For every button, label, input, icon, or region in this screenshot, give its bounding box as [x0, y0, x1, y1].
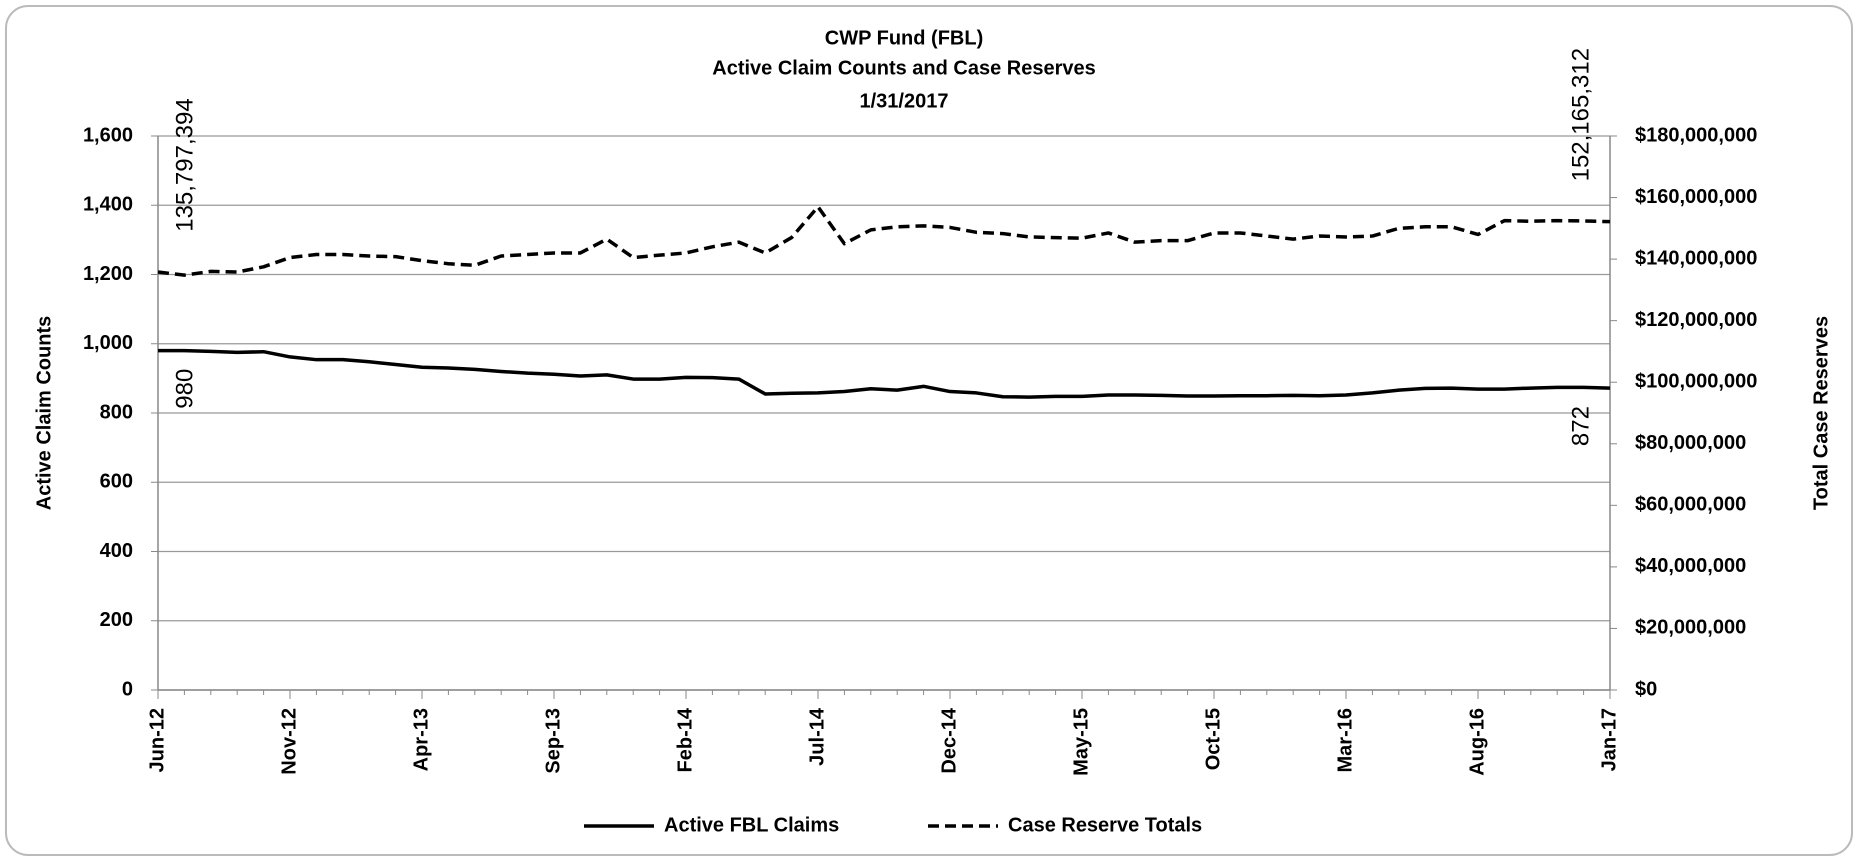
y-tick-label: 600 — [100, 471, 133, 493]
x-tick-label: Jul-14 — [806, 707, 828, 766]
y2-tick-label: $40,000,000 — [1635, 555, 1746, 577]
y2-tick-label: $180,000,000 — [1635, 124, 1757, 146]
y2-tick-label: $120,000,000 — [1635, 309, 1757, 331]
y-tick-label: 1,200 — [83, 263, 133, 285]
y-tick-label: 800 — [100, 401, 133, 423]
y-tick-label: 1,600 — [83, 124, 133, 146]
x-tick-label: Jan-17 — [1598, 708, 1620, 771]
y2-tick-label: $80,000,000 — [1635, 432, 1746, 454]
y2-tick-label: $60,000,000 — [1635, 494, 1746, 516]
data-label: 135,797,394 — [171, 98, 198, 231]
data-label: 980 — [171, 369, 198, 409]
y-tick-label: 0 — [122, 678, 133, 700]
x-tick-label: Mar-16 — [1334, 708, 1356, 772]
x-tick-label: May-15 — [1070, 708, 1092, 776]
x-tick-label: Apr-13 — [410, 708, 432, 771]
legend-label: Case Reserve Totals — [1008, 814, 1202, 836]
x-tick-label: Aug-16 — [1466, 708, 1488, 776]
y-tick-label: 1,000 — [83, 332, 133, 354]
data-label: 872 — [1567, 406, 1594, 446]
x-tick-label: Feb-14 — [674, 707, 696, 772]
y2-tick-label: $140,000,000 — [1635, 247, 1757, 269]
x-tick-label: Nov-12 — [278, 708, 300, 775]
y2-tick-label: $20,000,000 — [1635, 617, 1746, 639]
chart-subtitle: Active Claim Counts and Case Reserves — [712, 57, 1096, 79]
y2-tick-label: $160,000,000 — [1635, 186, 1757, 208]
chart-subtitle: 1/31/2017 — [860, 90, 949, 112]
x-tick-label: Dec-14 — [938, 707, 960, 773]
series-line — [157, 205, 1611, 277]
x-tick-label: Jun-12 — [146, 708, 168, 772]
y-tick-label: 400 — [100, 540, 133, 562]
data-label: 152,165,312 — [1567, 48, 1594, 181]
y-tick-label: 200 — [100, 609, 133, 631]
chart-frame — [5, 5, 1853, 856]
chart-title: CWP Fund (FBL) — [825, 27, 983, 49]
y2-tick-label: $100,000,000 — [1635, 371, 1757, 393]
legend-label: Active FBL Claims — [664, 814, 839, 836]
x-tick-label: Sep-13 — [542, 708, 564, 774]
y2-axis-label: Total Case Reserves — [1810, 316, 1832, 510]
y2-tick-label: $0 — [1635, 678, 1657, 700]
series-line — [158, 348, 1611, 399]
x-tick-label: Oct-15 — [1202, 708, 1224, 770]
y-axis-label: Active Claim Counts — [33, 316, 55, 510]
y-tick-label: 1,400 — [83, 194, 133, 216]
